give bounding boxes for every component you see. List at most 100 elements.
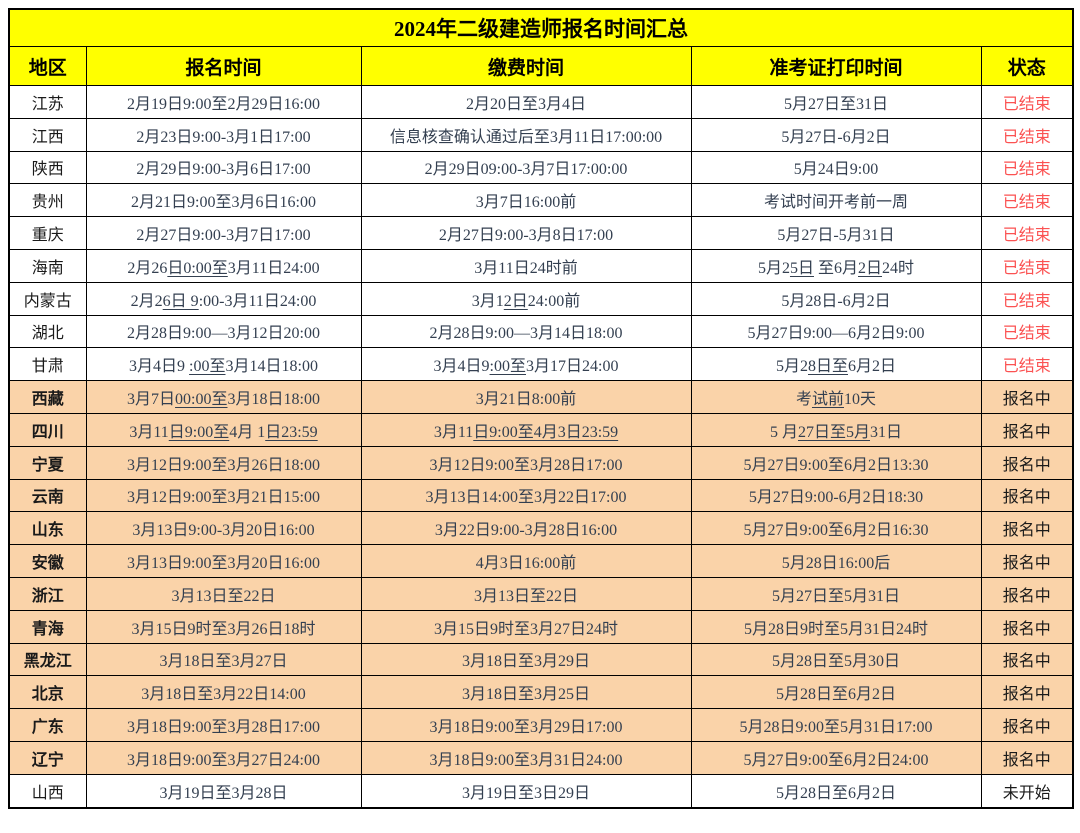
signup-time-cell: 3月13日至22日	[85, 576, 362, 611]
status-badge: 已结束	[980, 85, 1074, 119]
plain-text: 5月2	[757, 259, 790, 277]
plain-text: 5月28日9:00至5月31日17:00	[739, 719, 933, 737]
status-badge: 报名中	[980, 478, 1074, 513]
plain-text: 3月19日至3月28日	[159, 784, 288, 802]
plain-text: 至6月	[813, 259, 858, 277]
signup-time-cell: 2月27日9:00-3月7日17:00	[85, 216, 362, 250]
region-cell: 浙江	[8, 576, 87, 611]
status-badge: 报名中	[980, 675, 1074, 710]
plain-text: 2月29日9:00-3月6日17:00	[136, 161, 311, 179]
plain-text: 3月1	[471, 292, 504, 310]
plain-text: 3月18日9:00至3月29日17:00	[429, 719, 623, 737]
plain-text: 3月4日9	[433, 358, 490, 376]
table-row: 四川 3月11日9:00至4月 1日23:59 3月11日9:00至4月3日23:5…	[8, 412, 1074, 447]
region-cell: 湖北	[8, 314, 87, 349]
plain-text: 考	[795, 391, 812, 409]
status-badge: 报名中	[980, 511, 1074, 546]
status-badge: 已结束	[980, 117, 1074, 152]
column-header-print-time: 准考证打印时间	[690, 46, 982, 86]
status-badge: 已结束	[980, 314, 1074, 349]
table-row: 陕西 2月29日9:00-3月6日17:00 2月29日09:00-3月7日17:0…	[8, 150, 1074, 185]
signup-time-cell: 2月21日9:00至3月6日16:00	[85, 183, 362, 218]
plain-text: 3月11	[129, 423, 169, 441]
plain-text: 2月21日9:00至3月6日16:00	[131, 194, 316, 212]
print-time-cell: 5月27日9:00至6月2日16:30	[690, 511, 982, 546]
table-row: 浙江 3月13日至22日 3月13日至22日 5月27日至5月31日 报名中	[8, 576, 1074, 611]
pay-time-cell: 3月22日9:00-3月28日16:00	[360, 511, 692, 546]
print-time-cell: 5月28日9时至5月31日24时	[690, 609, 982, 644]
print-time-cell: 5月28日-6月2日	[690, 281, 982, 316]
print-time-cell: 5月28日16:00后	[690, 544, 982, 578]
plain-text: 3月18日18:00	[227, 391, 320, 409]
print-time-cell: 5月27日9:00—6月2日9:00	[690, 314, 982, 349]
plain-text: 3月21日8:00前	[475, 391, 577, 409]
plain-text: 3月13日14:00至3月22日17:00	[425, 489, 627, 507]
print-time-cell: 5月27日9:00至6月2日24:00	[690, 740, 982, 775]
column-header-region: 地区	[8, 46, 87, 86]
table-body: 江苏 2月19日9:00至2月29日16:00 2月20日至3月4日 5月27日至31…	[8, 85, 1074, 809]
underlined-text: :00至	[189, 358, 226, 376]
column-header-row: 地区 报名时间 缴费时间 准考证打印时间 状态	[8, 46, 1074, 86]
plain-text: 3月12日9:00至3月21日15:00	[127, 489, 320, 507]
plain-text: 3月13日至22日	[171, 587, 276, 605]
registration-summary-table: 2024年二级建造师报名时间汇总 地区 报名时间 缴费时间 准考证打印时间 状态…	[8, 8, 1074, 809]
print-time-cell: 5月28日至6月2日	[690, 347, 982, 382]
plain-text: 3月18日9:00至3月31日24:00	[429, 751, 623, 769]
status-badge: 报名中	[980, 445, 1074, 480]
table-row: 湖北 2月28日9:00—3月12日20:00 2月28日9:00—3月14日18:…	[8, 314, 1074, 349]
table-row: 江苏 2月19日9:00至2月29日16:00 2月20日至3月4日 5月27日至31…	[8, 85, 1074, 119]
plain-text: 24时	[882, 259, 915, 277]
signup-time-cell: 3月13日9:00-3月20日16:00	[85, 511, 362, 546]
column-header-signup-time: 报名时间	[85, 46, 362, 86]
plain-text: 3月11日24:00	[227, 259, 320, 277]
underlined-text: 2日	[858, 259, 883, 277]
print-time-cell: 5月28日至6月2日	[690, 675, 982, 710]
signup-time-cell: 3月18日至3月27日	[85, 642, 362, 677]
print-time-cell: 5月27日至5月31日	[690, 576, 982, 611]
print-time-cell: 考试时间开考前一周	[690, 183, 982, 218]
pay-time-cell: 2月28日9:00—3月14日18:00	[360, 314, 692, 349]
table-row: 内蒙古 2月26日 9:00-3月11日24:00 3月12日24:00前 5月28日…	[8, 281, 1074, 316]
region-cell: 四川	[8, 412, 87, 447]
plain-text: :00-3月11日24:00	[198, 292, 317, 310]
plain-text: 3月14日18:00	[225, 358, 318, 376]
pay-time-cell: 3月13日14:00至3月22日17:00	[360, 478, 692, 513]
plain-text: 3月11	[433, 423, 474, 441]
table-row: 山东 3月13日9:00-3月20日16:00 3月22日9:00-3月28日16:…	[8, 511, 1074, 546]
print-time-cell: 5 月27日至5月31日	[690, 412, 982, 447]
underlined-text: 试前	[811, 391, 844, 409]
region-cell: 江苏	[8, 85, 87, 119]
plain-text: 2月23日9:00-3月1日17:00	[136, 128, 311, 146]
region-cell: 云南	[8, 478, 87, 513]
table-row: 云南 3月12日9:00至3月21日15:00 3月13日14:00至3月22日17…	[8, 478, 1074, 513]
table-row: 宁夏 3月12日9:00至3月26日18:00 3月12日9:00至3月28日17:…	[8, 445, 1074, 480]
signup-time-cell: 2月19日9:00至2月29日16:00	[85, 85, 362, 119]
pay-time-cell: 3月18日9:00至3月31日24:00	[360, 740, 692, 775]
pay-time-cell: 3月11日24时前	[360, 248, 692, 283]
plain-text: 10天	[844, 391, 877, 409]
region-cell: 陕西	[8, 150, 87, 185]
signup-time-cell: 3月13日9:00至3月20日16:00	[85, 544, 362, 578]
plain-text: 2月27日9:00-3月8日17:00	[438, 227, 614, 245]
signup-time-cell: 3月18日9:00至3月27日24:00	[85, 740, 362, 775]
plain-text: 2月28日9:00—3月12日20:00	[127, 325, 320, 343]
underlined-text: 日9:00至4月3日23:59	[473, 423, 619, 441]
region-cell: 黑龙江	[8, 642, 87, 677]
pay-time-cell: 3月12日9:00至3月28日17:00	[360, 445, 692, 480]
pay-time-cell: 3月21日8:00前	[360, 380, 692, 414]
plain-text: 5月27日9:00至6月2日13:30	[743, 456, 929, 474]
table-row: 江西 2月23日9:00-3月1日17:00 信息核查确认通过后至3月11日17:0…	[8, 117, 1074, 152]
signup-time-cell: 3月18日至3月22日14:00	[85, 675, 362, 710]
plain-text: 31日	[870, 423, 903, 441]
underlined-text: 5日	[789, 259, 814, 277]
region-cell: 安徽	[8, 544, 87, 578]
plain-text: 3月18日9:00至3月28日17:00	[127, 719, 320, 737]
print-time-cell: 5月27日-5月31日	[690, 216, 982, 250]
plain-text: 3月18日9:00至3月27日24:00	[127, 751, 320, 769]
column-header-status: 状态	[980, 46, 1074, 86]
signup-time-cell: 3月11日9:00至4月 1日23:59	[85, 412, 362, 447]
plain-text: 3月17日24:00	[526, 358, 619, 376]
table-row: 辽宁 3月18日9:00至3月27日24:00 3月18日9:00至3月31日24:…	[8, 740, 1074, 775]
signup-time-cell: 3月7日00:00至3月18日18:00	[85, 380, 362, 414]
region-cell: 西藏	[8, 380, 87, 414]
